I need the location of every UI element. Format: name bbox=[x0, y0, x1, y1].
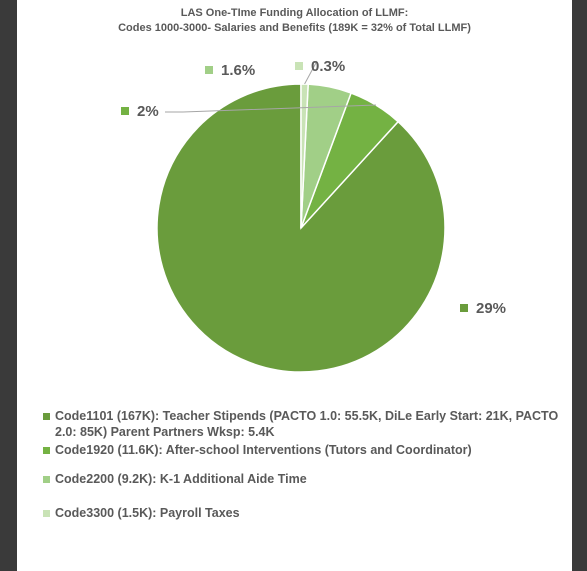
chart-card: LAS One-TIme Funding Allocation of LLMF:… bbox=[17, 0, 572, 571]
legend-item-code1920: Code1920 (11.6K): After-school Intervent… bbox=[43, 442, 563, 458]
legend-swatch bbox=[43, 447, 50, 454]
data-label-code1101: 29% bbox=[476, 300, 506, 317]
chart-legend: Code1101 (167K): Teacher Stipends (PACTO… bbox=[43, 400, 563, 521]
legend-label: Code1920 (11.6K): After-school Intervent… bbox=[55, 443, 472, 457]
data-label-code3300: 0.3% bbox=[311, 58, 345, 75]
data-label-code2200: 1.6% bbox=[221, 62, 255, 79]
data-label-swatch-code1101 bbox=[460, 304, 468, 312]
chart-title-line1: LAS One-TIme Funding Allocation of LLMF: bbox=[180, 7, 409, 19]
leader-line-code1920 bbox=[165, 104, 376, 113]
pie-chart: 29% 2% 1.6% 0.3% bbox=[121, 58, 506, 373]
legend-item-code1101: Code1101 (167K): Teacher Stipends (PACTO… bbox=[43, 408, 563, 440]
legend-swatch bbox=[43, 413, 50, 420]
leader-line-code3300 bbox=[304, 60, 318, 85]
data-label-swatch-code2200 bbox=[205, 66, 213, 74]
legend-swatch bbox=[43, 476, 50, 483]
legend-label: Code1101 (167K): Teacher Stipends (PACTO… bbox=[55, 409, 559, 439]
data-label-swatch-code1920 bbox=[121, 107, 129, 115]
legend-item-code2200: Code2200 (9.2K): K-1 Additional Aide Tim… bbox=[43, 471, 563, 487]
legend-label: Code3300 (1.5K): Payroll Taxes bbox=[55, 506, 240, 520]
legend-item-code3300: Code3300 (1.5K): Payroll Taxes bbox=[43, 505, 563, 521]
chart-title-line2: Codes 1000-3000- Salaries and Benefits (… bbox=[118, 22, 471, 34]
data-label-code1920: 2% bbox=[137, 103, 159, 120]
data-label-swatch-code3300 bbox=[295, 62, 303, 70]
chart-title: LAS One-TIme Funding Allocation of LLMF:… bbox=[17, 6, 572, 36]
legend-label: Code2200 (9.2K): K-1 Additional Aide Tim… bbox=[55, 472, 307, 486]
pie-slice-code3300 bbox=[300, 83, 309, 229]
legend-swatch bbox=[43, 510, 50, 517]
